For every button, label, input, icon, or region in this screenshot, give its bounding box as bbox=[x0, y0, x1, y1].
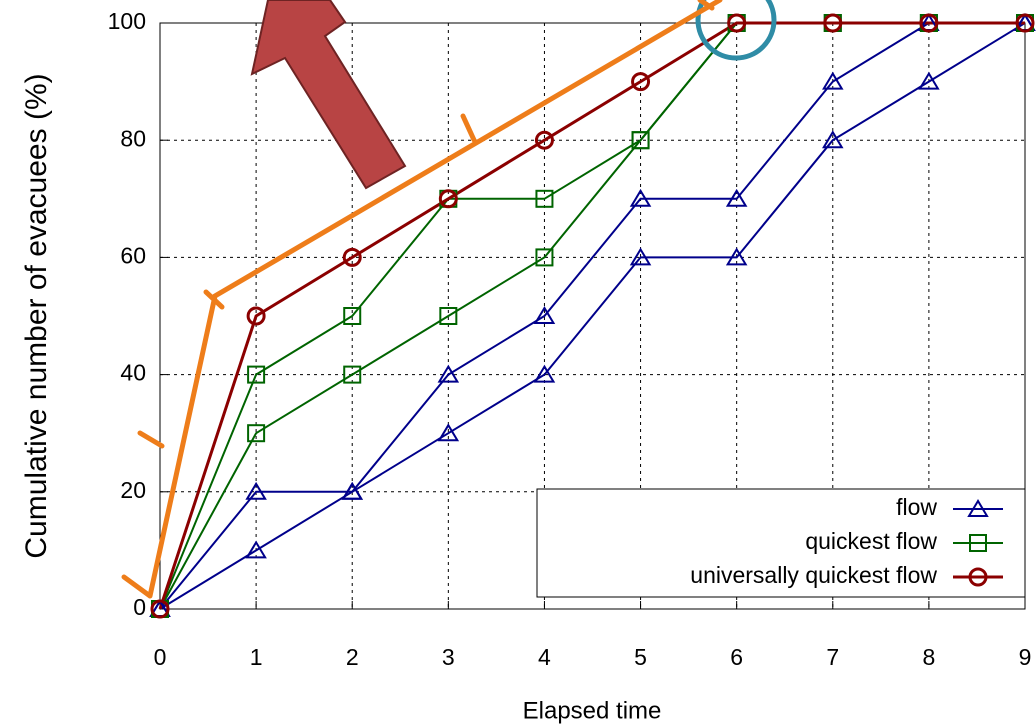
x-tick-label: 6 bbox=[730, 644, 743, 670]
x-tick-label: 5 bbox=[634, 644, 647, 670]
y-tick-label: 80 bbox=[120, 125, 146, 151]
red-arrow bbox=[252, 0, 405, 188]
x-axis-label: Elapsed time bbox=[523, 697, 662, 724]
x-tick-label: 1 bbox=[250, 644, 263, 670]
x-tick-label: 9 bbox=[1019, 644, 1032, 670]
y-tick-label: 60 bbox=[120, 242, 146, 268]
y-axis-label: Cumulative number of evacuees (%) bbox=[20, 73, 53, 558]
x-tick-label: 2 bbox=[346, 644, 359, 670]
y-tick-label: 0 bbox=[133, 594, 146, 620]
y-tick-label: 20 bbox=[120, 477, 146, 503]
y-tick-label: 100 bbox=[108, 8, 146, 34]
legend-label: quickest flow bbox=[805, 528, 937, 554]
legend-label: universally quickest flow bbox=[690, 562, 937, 588]
x-tick-label: 7 bbox=[826, 644, 839, 670]
x-tick-label: 0 bbox=[154, 644, 167, 670]
chart: Cumulative number of evacuees (%) Elapse… bbox=[0, 0, 1036, 728]
y-tick-label: 40 bbox=[120, 360, 146, 386]
x-tick-label: 8 bbox=[922, 644, 935, 670]
x-tick-label: 3 bbox=[442, 644, 455, 670]
legend-label: flow bbox=[896, 494, 937, 520]
x-tick-label: 4 bbox=[538, 644, 551, 670]
